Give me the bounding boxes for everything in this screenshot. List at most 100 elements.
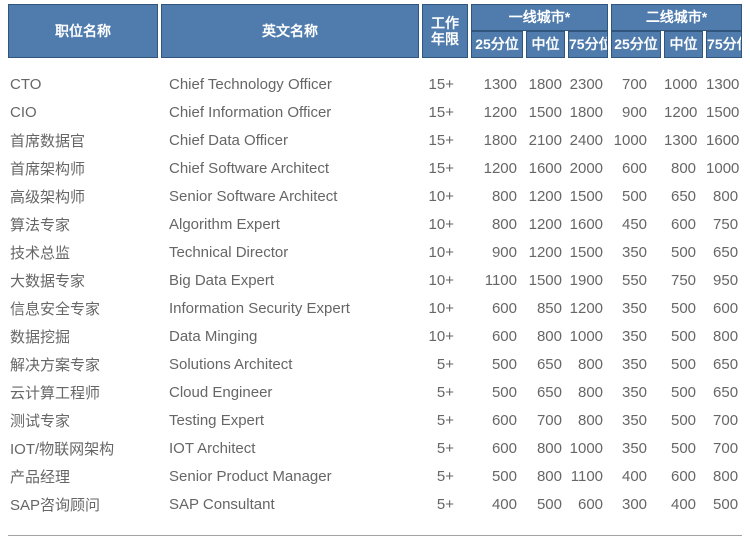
position-cell: 产品经理 [10,468,71,486]
header-work-years-line2: 年限 [431,31,459,47]
tier2-p75-cell: 1300 [706,75,740,93]
tier2-p25-cell: 350 [622,243,648,261]
tier2-median-cell: 500 [671,299,697,317]
tier2-p75-cell: 1500 [706,103,740,121]
tier1-p75-cell: 2300 [569,75,604,93]
tier1-p25-cell: 600 [491,411,517,429]
english-name-cell: Solutions Architect [169,355,293,373]
work-years-cell: 10+ [428,271,454,289]
position-cell: 大数据专家 [10,272,86,290]
header-tier2-group: 二线城市* [611,4,743,31]
tier1-p75-cell: 1100 [570,467,604,485]
work-years-cell: 5+ [436,383,454,401]
tier2-p25-cell: 350 [622,411,648,429]
tier1-p25-cell: 500 [491,383,517,401]
english-name-cell: Senior Product Manager [169,467,332,485]
tier1-p75-cell: 1600 [569,215,604,233]
english-name-cell: Chief Data Officer [169,131,288,149]
tier2-median-cell: 500 [671,243,697,261]
header-work-years: 工作 年限 [422,4,468,58]
tier1-median-cell: 1500 [528,103,562,121]
salary-table: 职位名称 英文名称 工作 年限 一线城市* 二线城市* 25分位 中位 75分位… [5,4,745,518]
tier1-p75-cell: 800 [578,355,604,373]
work-years-cell: 15+ [428,159,454,177]
english-name-cell: Technical Director [169,243,289,261]
english-name-cell: Data Minging [169,327,258,345]
work-years-cell: 5+ [436,411,454,429]
tier2-median-cell: 650 [671,187,697,205]
position-cell: 测试专家 [10,412,71,430]
tier2-p75-cell: 650 [713,383,739,401]
tier2-median-cell: 600 [671,215,697,233]
tier2-median-cell: 400 [671,495,697,513]
tier1-median-cell: 1200 [528,243,562,261]
english-name-cell: Cloud Engineer [169,383,273,401]
position-cell: 高级架构师 [10,188,86,206]
header-tier1-group: 一线城市* [471,4,609,31]
tier1-p25-cell: 800 [491,187,517,205]
tier1-median-cell: 700 [536,411,562,429]
work-years-cell: 15+ [428,75,454,93]
table-row: 产品经理 Senior Product Manager 5+ 500 800 1… [8,462,742,490]
tier1-p25-cell: 500 [491,467,517,485]
work-years-cell: 10+ [428,243,454,261]
position-cell: SAP咨询顾问 [10,496,101,514]
tier2-p25-cell: 1000 [613,131,648,149]
table-row: 算法专家 Algorithm Expert 10+ 800 1200 1600 … [8,210,742,238]
tier1-median-cell: 1800 [528,75,562,93]
position-cell: 技术总监 [10,244,71,262]
tier2-p75-cell: 700 [713,439,739,457]
tier1-median-cell: 650 [536,383,562,401]
english-name-cell: Testing Expert [169,411,265,429]
work-years-cell: 5+ [436,355,454,373]
work-years-cell: 5+ [436,439,454,457]
header-english-name: 英文名称 [161,4,419,58]
table-row: 技术总监 Technical Director 10+ 900 1200 150… [8,238,742,266]
tier1-median-cell: 800 [536,439,562,457]
tier1-p75-cell: 800 [578,383,604,401]
table-row: 云计算工程师 Cloud Engineer 5+ 500 650 800 350… [8,378,742,406]
tier2-median-cell: 1200 [664,103,698,121]
english-name-cell: Chief Information Officer [169,103,332,121]
tier2-p25-cell: 450 [622,215,648,233]
salary-table-body: CTO Chief Technology Officer 15+ 1300 18… [8,58,742,518]
tier2-p25-cell: 350 [622,299,648,317]
position-cell: 信息安全专家 [10,300,101,318]
header-work-years-line1: 工作 [431,15,459,31]
tier2-p75-cell: 700 [713,411,739,429]
tier2-p25-cell: 500 [622,187,648,205]
table-row: 首席架构师 Chief Software Architect 15+ 1200 … [8,154,742,182]
tier2-p25-cell: 900 [622,103,648,121]
english-name-cell: Chief Technology Officer [169,75,332,93]
tier1-p25-cell: 1800 [483,131,517,149]
table-row: 大数据专家 Big Data Expert 10+ 1100 1500 1900… [8,266,742,294]
tier2-median-cell: 500 [671,327,697,345]
table-row: 测试专家 Testing Expert 5+ 600 700 800 350 5… [8,406,742,434]
tier1-p25-cell: 600 [491,327,517,345]
work-years-cell: 10+ [428,215,454,233]
position-cell: 数据挖掘 [10,328,71,346]
position-cell: 云计算工程师 [10,384,101,402]
tier2-p25-cell: 300 [622,495,648,513]
tier1-median-cell: 500 [536,495,562,513]
tier2-p25-cell: 350 [622,327,648,345]
header-tier1-p75: 75分位 [568,31,609,58]
tier2-p25-cell: 350 [622,383,648,401]
tier2-median-cell: 750 [671,271,697,289]
tier2-p75-cell: 600 [713,299,739,317]
tier2-median-cell: 1000 [664,75,698,93]
tier2-median-cell: 500 [671,411,697,429]
header-tier2-p25: 25分位 [611,31,662,58]
tier1-median-cell: 1600 [528,159,562,177]
position-cell: 首席数据官 [10,132,86,150]
tier1-median-cell: 850 [536,299,562,317]
work-years-cell: 15+ [428,131,454,149]
english-name-cell: Information Security Expert [169,299,350,317]
english-name-cell: Algorithm Expert [169,215,280,233]
work-years-cell: 10+ [428,327,454,345]
tier1-median-cell: 2100 [528,131,562,149]
tier2-p75-cell: 750 [713,215,739,233]
work-years-cell: 5+ [436,495,454,513]
tier1-p75-cell: 1500 [569,187,604,205]
header-tier1-p25: 25分位 [471,31,523,58]
